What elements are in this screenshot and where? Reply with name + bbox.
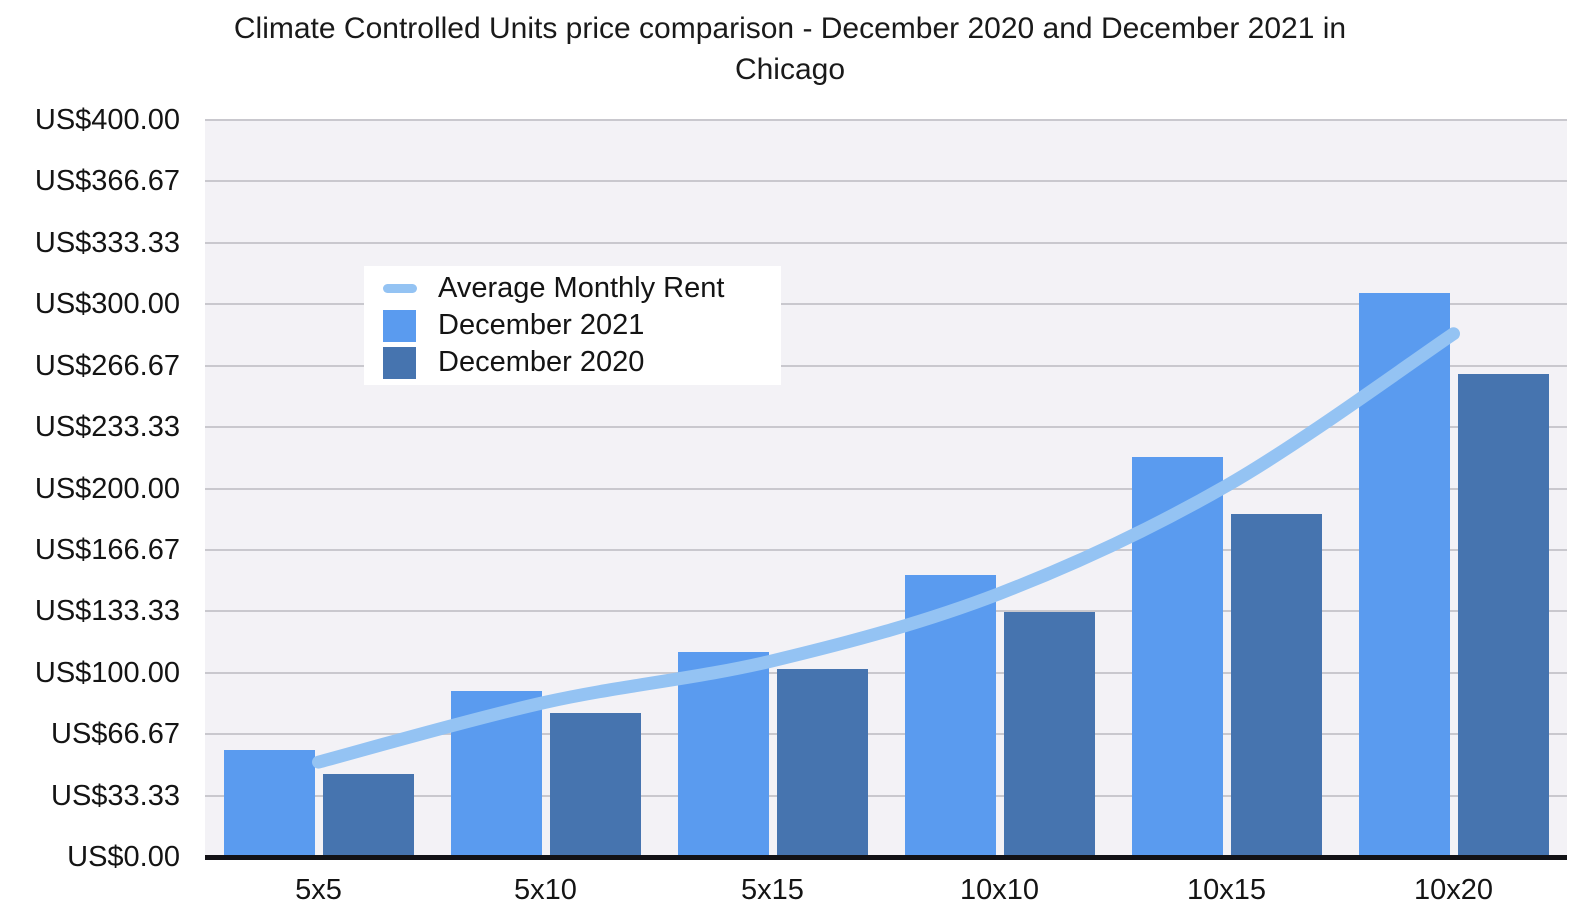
- chart-title-line2: Chicago: [734, 53, 846, 86]
- x-axis-tick-label: 5x10: [514, 874, 577, 906]
- legend-square-swatch-2020-icon: [383, 346, 417, 379]
- bar-december-2021-10x10: [904, 575, 996, 857]
- y-axis-tick-label: US$100.00: [34, 656, 180, 689]
- chart-title: Climate Controlled Units price compariso…: [0, 8, 1580, 90]
- bar-december-2020-5x5: [322, 774, 414, 857]
- legend-label: December 2021: [438, 309, 645, 341]
- bar-december-2020-10x15: [1230, 514, 1322, 857]
- bar-december-2021-10x20: [1358, 293, 1450, 857]
- y-axis-tick-label: US$366.67: [34, 165, 180, 198]
- x-axis-tick-label: 5x15: [741, 874, 804, 906]
- y-axis-tick-label: US$333.33: [34, 226, 180, 259]
- bar-december-2021-5x10: [450, 691, 542, 857]
- bar-december-2021-5x5: [223, 750, 315, 857]
- y-axis-tick-label: US$166.67: [34, 533, 180, 566]
- legend-line-swatch-icon: [383, 284, 417, 293]
- x-axis-tick-label: 10x15: [1186, 874, 1266, 906]
- gridline: [205, 241, 1567, 244]
- gridline: [205, 180, 1567, 183]
- y-axis-tick-label: US$66.67: [51, 718, 180, 751]
- bar-december-2020-5x15: [776, 669, 868, 857]
- legend-square-swatch-2021-icon: [383, 309, 417, 342]
- gridline: [205, 303, 1567, 306]
- y-axis-tick-label: US$200.00: [34, 472, 180, 505]
- gridline: [205, 119, 1567, 121]
- y-axis-tick-label: US$233.33: [34, 411, 180, 444]
- bar-december-2020-5x10: [549, 713, 641, 857]
- bar-december-2020-10x10: [1003, 611, 1095, 857]
- x-axis-tick-label: 5x5: [295, 874, 342, 906]
- y-axis-tick-label: US$266.67: [34, 349, 180, 382]
- bar-december-2021-10x15: [1131, 457, 1223, 857]
- chart-title-line1: Climate Controlled Units price compariso…: [233, 12, 1347, 45]
- bar-december-2021-5x15: [677, 652, 769, 857]
- legend-entry-december-2021: December 2021: [383, 309, 781, 342]
- x-axis-tick-label: 10x20: [1413, 874, 1493, 906]
- y-axis-tick-label: US$0.00: [67, 841, 180, 873]
- x-axis-tick-label: 10x10: [959, 874, 1039, 906]
- y-axis-tick-label: US$33.33: [51, 779, 180, 812]
- legend-entry-december-2020: December 2020: [383, 346, 781, 379]
- bar-december-2020-10x20: [1457, 374, 1549, 857]
- legend-entry-average-monthly-rent: Average Monthly Rent: [383, 272, 781, 305]
- legend: Average Monthly Rent December 2021 Decem…: [364, 266, 781, 385]
- y-axis-tick-label: US$400.00: [34, 104, 180, 136]
- gridline: [205, 794, 1567, 797]
- x-axis-line: [205, 855, 1567, 860]
- legend-label: December 2020: [438, 346, 645, 378]
- y-axis-tick-label: US$300.00: [34, 288, 180, 321]
- y-axis-tick-label: US$133.33: [34, 595, 180, 628]
- legend-label: Average Monthly Rent: [438, 272, 725, 304]
